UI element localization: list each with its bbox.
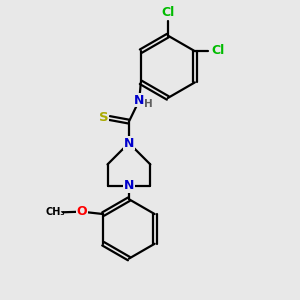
- Text: N: N: [134, 94, 145, 107]
- Text: S: S: [99, 111, 109, 124]
- Text: O: O: [76, 205, 87, 218]
- Text: H: H: [145, 99, 153, 109]
- Text: Cl: Cl: [212, 44, 225, 57]
- Text: Cl: Cl: [161, 6, 175, 19]
- Text: N: N: [124, 136, 134, 149]
- Text: N: N: [124, 136, 134, 149]
- Text: CH₃: CH₃: [45, 207, 65, 217]
- Text: N: N: [124, 179, 134, 192]
